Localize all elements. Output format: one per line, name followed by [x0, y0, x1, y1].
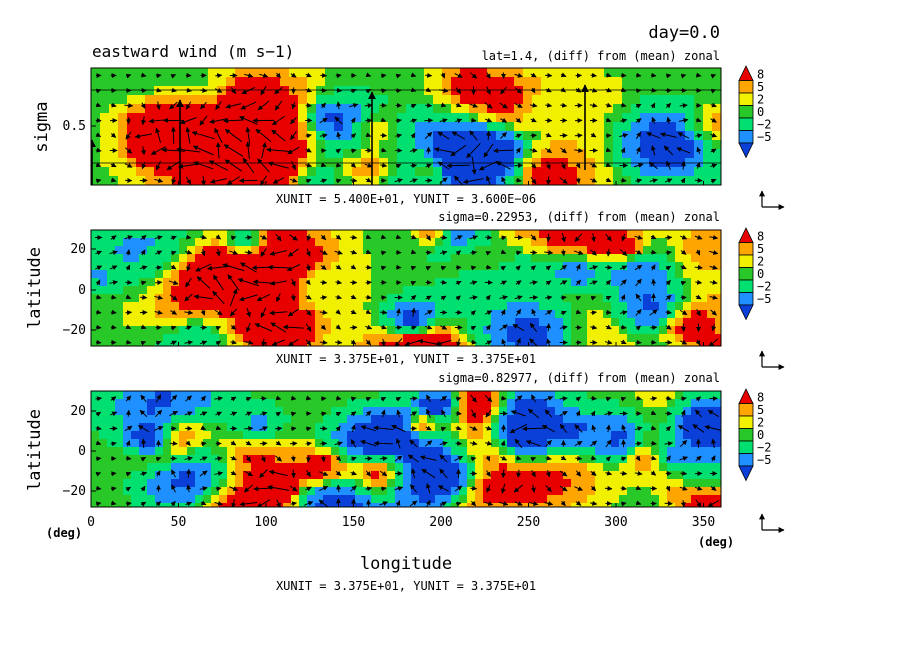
colorbar-segment — [738, 65, 754, 81]
colorbar-level-label: −5 — [757, 292, 771, 306]
colorbar-level-label: 8 — [757, 68, 764, 82]
panel-1: lat=1.4, (diff) from (mean) zonal sigma … — [32, 49, 785, 210]
colorbar-segment — [738, 80, 754, 94]
colorbar-segment — [738, 267, 754, 281]
colorbar-segment — [738, 92, 754, 106]
x-tick-label: 150 — [342, 515, 365, 530]
colorbar-segment — [738, 440, 754, 454]
wind-vectors — [95, 394, 721, 507]
x-unit-left: (deg) — [46, 526, 82, 540]
day-label: day=0.0 — [648, 23, 720, 43]
panel-1-subtitle: lat=1.4, (diff) from (mean) zonal — [482, 49, 720, 63]
contour-fill — [91, 68, 721, 185]
panel-1-plot-area — [90, 67, 722, 186]
figure-title: eastward wind (m s−1) — [92, 42, 294, 61]
x-unit-right: (deg) — [698, 535, 734, 549]
colorbar-segment — [738, 292, 754, 306]
colorbar-level-label: 2 — [757, 416, 764, 430]
colorbar-segment — [738, 388, 754, 404]
panel-2-ytick-label: 20 — [70, 242, 86, 257]
colorbar-level-label: −5 — [757, 130, 771, 144]
panel-2-unit-label: XUNIT = 3.375E+01, YUNIT = 3.375E+01 — [276, 352, 536, 366]
colorbar-segment — [738, 130, 754, 144]
panel-2-ytick-label: −20 — [63, 323, 86, 338]
panel-2-unit-vector-icon — [759, 350, 785, 370]
colorbar-segment — [738, 117, 754, 131]
panel-2-ytick-label: 0 — [78, 283, 86, 298]
colorbar-level-label: 2 — [757, 255, 764, 269]
panel-3-plot-area — [90, 390, 722, 508]
colorbar-level-label: −2 — [757, 118, 771, 132]
contour-fill — [91, 391, 721, 507]
colorbar-segment — [738, 453, 754, 467]
panel-3-ytick-label: 0 — [78, 444, 86, 459]
x-tick-label: 50 — [171, 515, 187, 530]
wind-vectors — [95, 232, 719, 346]
panel-3-ytick-label: 20 — [70, 404, 86, 419]
colorbar-segment — [738, 465, 754, 482]
panel-1-ylabel: sigma — [32, 101, 52, 152]
colorbar-level-label: 0 — [757, 428, 764, 442]
colorbar-level-label: −2 — [757, 280, 771, 294]
colorbar-segment — [738, 142, 754, 159]
colorbar-level-label: 2 — [757, 93, 764, 107]
x-tick-label: 100 — [254, 515, 277, 530]
colorbar-segment — [738, 304, 754, 321]
panel-2-subtitle: sigma=0.22953, (diff) from (mean) zonal — [438, 210, 720, 224]
panel-1-ytick-label: 0.5 — [63, 119, 86, 134]
panel-3-ytick-label: −20 — [63, 484, 86, 499]
colorbar-segment — [738, 428, 754, 442]
colorbar-level-label: 0 — [757, 105, 764, 119]
colorbar-segment — [738, 279, 754, 293]
plot-frame — [90, 229, 722, 347]
colorbar-level-label: 5 — [757, 403, 764, 417]
colorbar-segment — [738, 254, 754, 268]
panel-3-unit-label: XUNIT = 3.375E+01, YUNIT = 3.375E+01 — [276, 579, 536, 593]
colorbar-level-label: −2 — [757, 441, 771, 455]
contour-fill — [91, 230, 721, 346]
panel-2-plot-area — [90, 229, 722, 347]
colorbar-level-label: 8 — [757, 230, 764, 244]
panel-3-ylabel: latitude — [25, 409, 45, 491]
panel-1-unit-vector-icon — [759, 190, 785, 210]
colorbar-level-label: 0 — [757, 267, 764, 281]
plot-frame — [90, 390, 722, 508]
x-tick-label: 300 — [604, 515, 627, 530]
colorbar-segment — [738, 242, 754, 256]
colorbar-level-label: −5 — [757, 453, 771, 467]
panel-2: sigma=0.22953, (diff) from (mean) zonal … — [25, 210, 785, 370]
colorbar-segment — [738, 227, 754, 243]
panel-1-unit-label: XUNIT = 5.400E+01, YUNIT = 3.600E−06 — [276, 192, 536, 206]
colorbar-level-label: 8 — [757, 391, 764, 405]
panel-3-subtitle: sigma=0.82977, (diff) from (mean) zonal — [438, 371, 720, 385]
panel-2-ylabel: latitude — [25, 247, 45, 329]
x-axis-label: longitude — [360, 554, 452, 574]
colorbar-segment — [738, 403, 754, 417]
panel-3-unit-vector-icon — [759, 513, 785, 533]
x-tick-label: 250 — [517, 515, 540, 530]
colorbar-level-label: 5 — [757, 242, 764, 256]
colorbar-segment — [738, 415, 754, 429]
x-tick-label: 350 — [692, 515, 715, 530]
x-tick-label: 200 — [429, 515, 452, 530]
panel-3: sigma=0.82977, (diff) from (mean) zonal … — [25, 181, 785, 593]
colorbar-segment — [738, 105, 754, 119]
x-tick-label: 0 — [87, 515, 95, 530]
colorbar-level-label: 5 — [757, 80, 764, 94]
